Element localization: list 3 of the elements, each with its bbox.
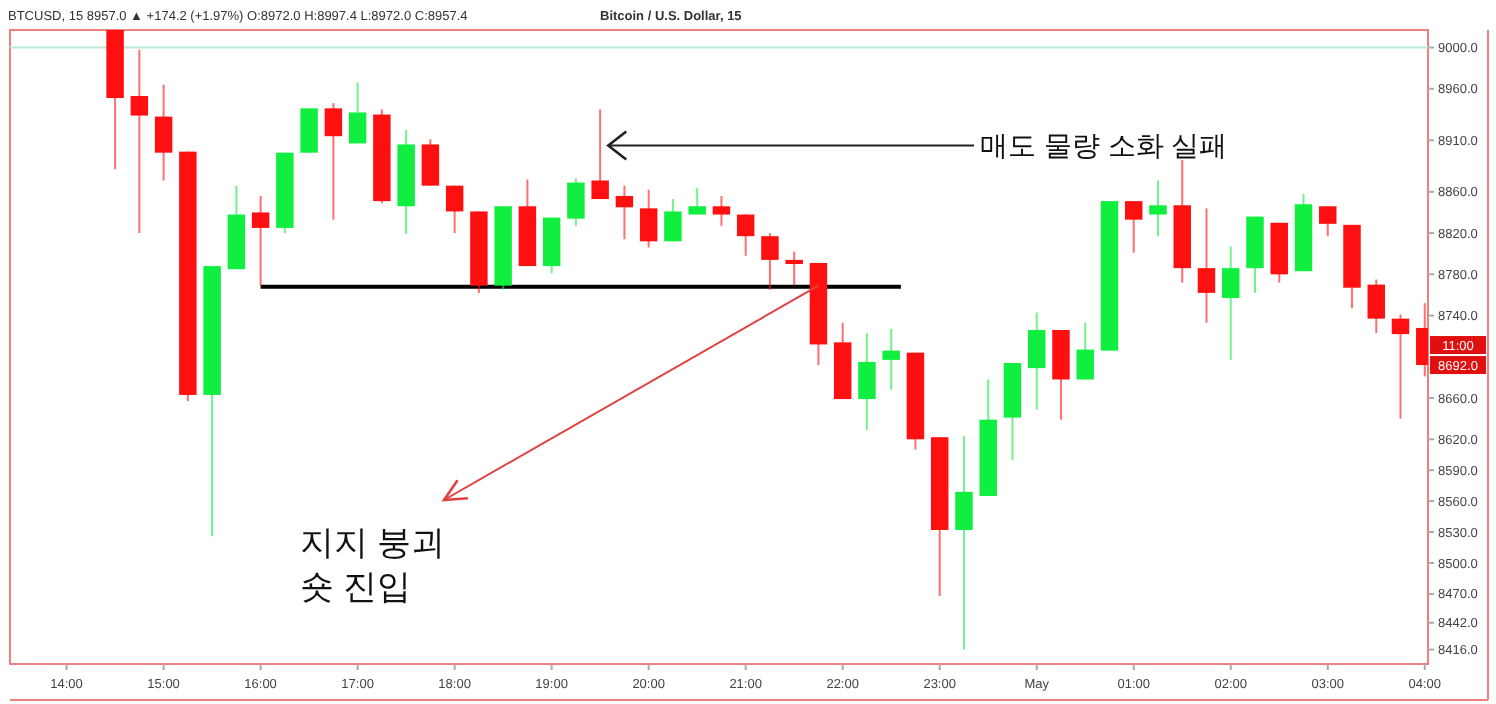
candlestick (300, 107, 318, 154)
annotation: 매도 물량 소화 실패 (980, 129, 1228, 162)
annotation: 지지 붕괴 숏 진입 (300, 524, 446, 606)
